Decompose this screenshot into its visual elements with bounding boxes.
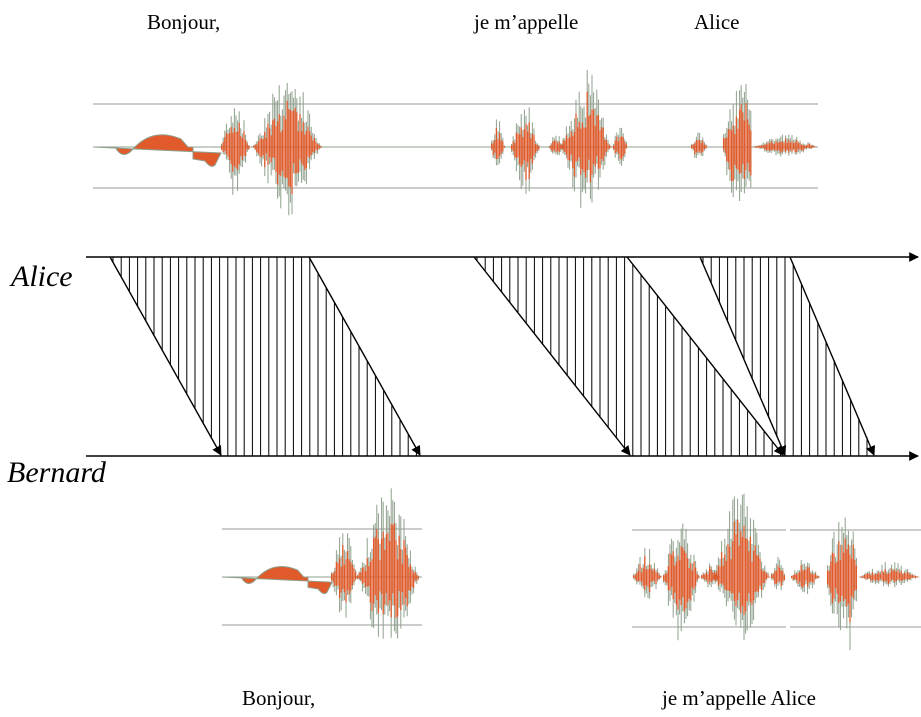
received-waveform [221,488,920,650]
transmission-band-2 [476,257,781,456]
band2-start-arrow [473,256,631,456]
top-word-je-mappelle: je m’appelle [474,10,579,34]
waveform-lowfreq [221,565,333,595]
transmission-band-3 [702,257,868,456]
sent-waveform [92,69,818,216]
sender-label: Alice [11,260,73,293]
band1-end-arrow [308,256,421,456]
top-word-alice: Alice [694,10,740,34]
bottom-word-bonjour: Bonjour, [242,686,316,710]
top-word-bonjour: Bonjour, [147,10,221,34]
waveform-lowfreq [92,134,222,167]
band1-start-arrow [109,256,222,456]
waveform-signal [330,519,920,623]
receiver-label: Bernard [7,456,106,489]
bottom-word-je-mappelle-alice: je m’appelle Alice [662,686,816,710]
band3-start-arrow [699,256,787,456]
transmission-band-1 [112,257,417,456]
band3-end-arrow [789,256,876,456]
band2-end-arrow [626,256,784,456]
waveform-signal [220,91,817,194]
